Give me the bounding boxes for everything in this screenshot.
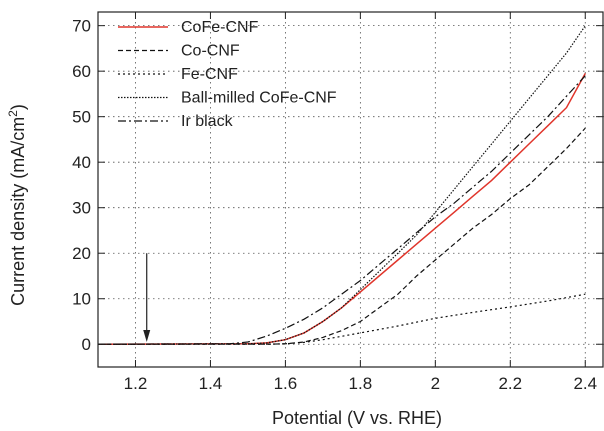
legend-label-cofe-cnf: CoFe-CNF <box>181 19 259 36</box>
series-line-ball-milled-cofe-cnf <box>97 25 586 345</box>
legend-label-fe-cnf: Fe-CNF <box>181 66 238 83</box>
y-tick-label-6: 60 <box>72 62 91 81</box>
grid-lines <box>98 12 604 367</box>
y-tick-label-3: 30 <box>72 199 91 218</box>
annotation-layer <box>143 253 151 342</box>
y-tick-label-0: 0 <box>82 335 91 354</box>
x-tick-label-2: 1.6 <box>274 374 298 393</box>
y-tick-label-2: 20 <box>72 244 91 263</box>
y-axis-title: Current density (mA/cm2) <box>6 104 28 306</box>
plot-frame <box>97 11 604 368</box>
x-tick-label-4: 2 <box>431 374 440 393</box>
x-axis-title: Potential (V vs. RHE) <box>272 408 442 428</box>
series-line-fe-cnf <box>98 293 586 345</box>
onset-arrow-head <box>143 329 151 342</box>
plot-border <box>97 11 604 368</box>
x-tick-label-5: 2.2 <box>498 374 522 393</box>
series-line-ir-black <box>97 75 586 345</box>
x-tick-label-3: 1.8 <box>349 374 373 393</box>
y-axis-title-suffix: ) <box>8 104 28 110</box>
legend-label-ball-milled-cofe-cnf: Ball-milled CoFe-CNF <box>181 90 337 107</box>
x-tick-label-0: 1.2 <box>124 374 148 393</box>
axis-ticks: 1.2 1.4 1.6 1.8 2 2.2 2.4 0 10 20 30 40 50 60 70 <box>72 12 603 393</box>
x-tick-label-1: 1.4 <box>199 374 223 393</box>
y-tick-label-4: 40 <box>72 153 91 172</box>
y-tick-label-1: 10 <box>72 290 91 309</box>
y-axis-title-main: Current density (mA/cm <box>8 117 28 306</box>
legend-label-ir-black: Ir black <box>181 113 234 130</box>
y-axis-title-superscript: 2 <box>6 110 20 117</box>
series-lines <box>97 25 586 345</box>
x-tick-label-6: 2.4 <box>573 374 597 393</box>
y-tick-label-7: 70 <box>72 17 91 36</box>
series-line-cofe-cnf <box>97 73 586 345</box>
series-line-co-cnf <box>98 127 586 345</box>
legend: CoFe-CNF Co-CNF Fe-CNF Ball-milled CoFe-CNF… <box>118 19 337 130</box>
y-tick-label-5: 50 <box>72 108 91 127</box>
legend-label-co-cnf: Co-CNF <box>181 43 240 60</box>
